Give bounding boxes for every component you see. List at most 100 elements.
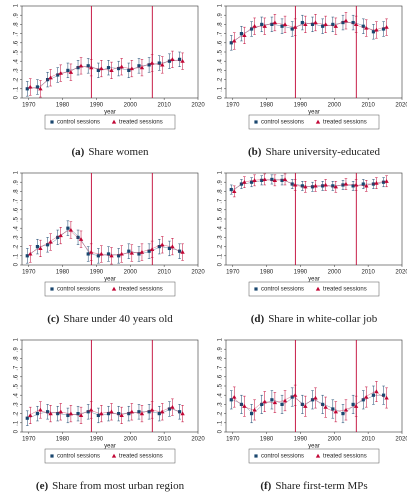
legend-label: control sessions (57, 287, 100, 293)
caption: (c) Share under 40 years old (47, 313, 173, 325)
x-tick-label: 2000 (328, 270, 342, 276)
marker (147, 410, 151, 414)
marker (109, 409, 114, 414)
marker (341, 412, 345, 416)
marker (381, 180, 386, 184)
y-tick-label: .6 (218, 40, 224, 46)
y-tick-label: 1 (14, 3, 20, 7)
x-tick-label: 2020 (395, 103, 407, 109)
x-tick-label: 2010 (157, 270, 171, 276)
marker (78, 237, 84, 241)
marker (323, 22, 328, 26)
marker (88, 65, 94, 70)
x-tick-label: 2000 (124, 103, 138, 109)
y-tick-label: .8 (14, 189, 20, 195)
series-line (232, 391, 386, 413)
marker (280, 402, 284, 406)
marker (229, 187, 233, 192)
caption: (d) Share in white-collar job (251, 313, 378, 325)
marker (321, 184, 325, 188)
x-tick-label: 2020 (395, 437, 407, 443)
x-tick-label: 2000 (328, 103, 342, 109)
y-tick-label: 0 (218, 95, 224, 99)
legend-marker (50, 120, 54, 124)
marker (68, 411, 74, 416)
marker (58, 233, 63, 238)
marker (272, 20, 278, 25)
x-tick-label: 1990 (90, 103, 104, 109)
x-tick-label: 2020 (191, 270, 205, 276)
marker (170, 244, 175, 249)
marker (177, 410, 182, 414)
marker (78, 413, 84, 418)
series-line (28, 59, 182, 90)
y-tick-label: .3 (14, 402, 20, 408)
x-tick-label: 2000 (124, 270, 138, 276)
x-axis-label: year (104, 444, 116, 450)
x-tick-label: 1980 (56, 270, 70, 276)
legend-label: control sessions (261, 120, 304, 126)
x-tick-label: 1970 (226, 103, 240, 109)
marker (99, 411, 104, 416)
marker (381, 393, 386, 397)
marker (160, 409, 165, 414)
caption: (a) Share women (71, 146, 149, 158)
marker (68, 70, 74, 74)
marker (242, 180, 247, 184)
marker (361, 398, 365, 402)
series-line (232, 179, 386, 192)
marker (351, 184, 355, 188)
marker (321, 402, 325, 406)
x-tick-label: 2000 (124, 437, 138, 443)
plot-frame (21, 339, 199, 433)
marker (66, 68, 70, 72)
legend-box (248, 281, 380, 297)
y-tick-label: 0 (14, 262, 20, 266)
marker (96, 413, 100, 418)
marker (333, 409, 339, 414)
y-tick-label: .3 (14, 68, 20, 74)
y-tick-label: .4 (14, 226, 20, 232)
marker (300, 184, 304, 188)
y-tick-label: .9 (218, 13, 224, 19)
marker (157, 412, 161, 416)
y-tick-label: .5 (14, 383, 20, 389)
y-tick-label: .2 (14, 244, 20, 250)
marker (88, 249, 94, 254)
legend-box (44, 281, 176, 297)
x-tick-label: 1980 (56, 437, 70, 443)
marker (160, 62, 165, 67)
marker (374, 389, 379, 394)
marker (56, 73, 60, 77)
marker (76, 235, 80, 239)
marker (280, 24, 284, 28)
legend-label: treated sessions (119, 287, 163, 293)
marker (249, 412, 254, 416)
marker (262, 177, 267, 182)
y-tick-label: 0 (218, 262, 224, 266)
x-tick-label: 1990 (294, 437, 308, 443)
marker (117, 412, 121, 416)
x-tick-label: 1990 (90, 270, 104, 276)
marker (282, 398, 288, 403)
marker (139, 249, 145, 254)
legend-label: treated sessions (323, 120, 367, 126)
x-tick-label: 1970 (226, 270, 240, 276)
marker (38, 407, 43, 412)
marker (331, 22, 335, 26)
marker (374, 180, 379, 185)
x-tick-label: 2010 (157, 103, 171, 109)
marker (38, 86, 43, 91)
y-tick-label: .5 (218, 383, 224, 389)
marker (371, 393, 376, 397)
y-tick-label: .3 (218, 402, 224, 408)
marker (149, 60, 155, 65)
marker (353, 22, 359, 26)
marker (371, 30, 376, 34)
y-tick-label: .2 (14, 411, 20, 417)
legend-box (44, 448, 176, 464)
marker (353, 182, 359, 187)
marker (313, 395, 318, 400)
y-tick-label: .7 (14, 31, 20, 37)
